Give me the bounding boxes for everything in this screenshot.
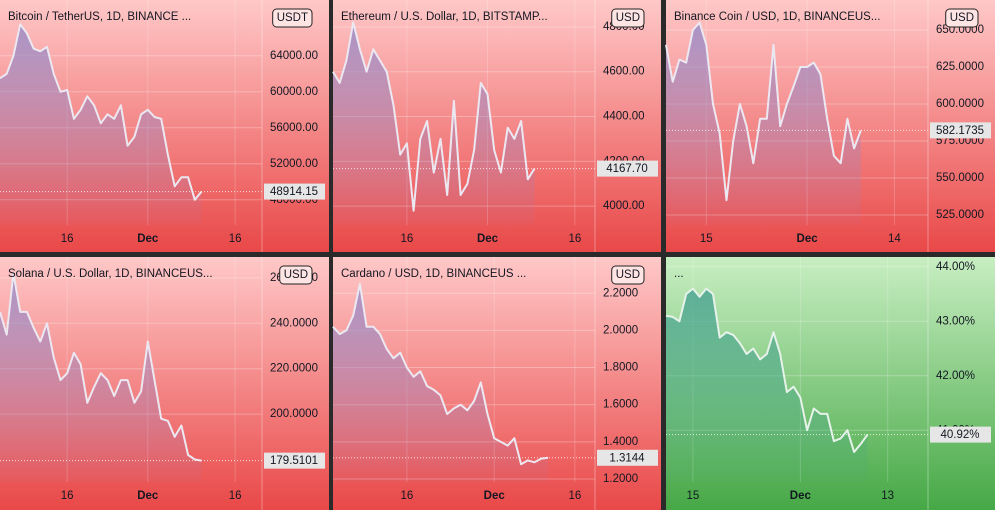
x-tick-label: Dec bbox=[790, 490, 812, 502]
area bbox=[0, 273, 202, 482]
x-tick-label: 16 bbox=[61, 490, 74, 502]
y-tick-label: 1.4000 bbox=[603, 436, 638, 448]
y-tick-label: 525.0000 bbox=[936, 209, 984, 221]
y-tick-label: 4400.00 bbox=[603, 111, 645, 123]
currency-badge-frame[interactable] bbox=[611, 265, 645, 285]
last-value-box bbox=[264, 183, 325, 200]
y-tick-label: 52000.00 bbox=[270, 158, 318, 170]
chart-panel: 525.0000550.0000575.0000600.0000625.0000… bbox=[665, 0, 995, 252]
y-tick-label: 240.0000 bbox=[270, 317, 318, 329]
x-tick-label: Dec bbox=[477, 233, 499, 245]
last-value-box bbox=[930, 122, 991, 139]
price-line bbox=[332, 282, 549, 466]
y-tick-label: 4600.00 bbox=[603, 66, 645, 78]
area bbox=[666, 22, 861, 225]
y-tick-label: 550.0000 bbox=[936, 172, 984, 184]
last-value-box bbox=[930, 426, 991, 443]
x-tick-label: 16 bbox=[568, 490, 581, 502]
y-tick-label: 600.0000 bbox=[936, 98, 984, 110]
x-tick-label: 15 bbox=[700, 233, 713, 245]
price-line bbox=[0, 272, 202, 462]
currency-badge-frame[interactable] bbox=[945, 8, 979, 28]
chart-panel: 48000.0052000.0056000.0060000.0064000.00… bbox=[0, 0, 329, 252]
x-tick-label: Dec bbox=[137, 490, 159, 502]
x-tick-label: 14 bbox=[888, 233, 901, 245]
y-tick-label: 1.8000 bbox=[603, 362, 638, 374]
y-tick-label: 1.6000 bbox=[603, 399, 638, 411]
currency-badge[interactable]: USD bbox=[616, 269, 640, 281]
last-value-label: 1.3144 bbox=[609, 452, 645, 464]
chart-title: Solana / U.S. Dollar, 1D, BINANCEUS... bbox=[8, 268, 213, 280]
y-tick-label: 56000.00 bbox=[270, 122, 318, 134]
area bbox=[666, 288, 868, 482]
x-tick-label: 16 bbox=[229, 233, 242, 245]
currency-badge-frame[interactable] bbox=[611, 8, 645, 28]
currency-badge[interactable]: USDT bbox=[277, 12, 308, 24]
last-value-label: 40.92% bbox=[940, 429, 979, 441]
chart-title: Cardano / USD, 1D, BINANCEUS ... bbox=[341, 268, 526, 280]
y-tick-label: 1.2000 bbox=[603, 473, 638, 485]
x-tick-label: 16 bbox=[568, 233, 581, 245]
currency-badge[interactable]: USD bbox=[950, 12, 974, 24]
x-tick-label: 16 bbox=[400, 233, 413, 245]
area bbox=[0, 24, 202, 225]
y-tick-label: 43.00% bbox=[936, 315, 975, 327]
x-tick-label: 15 bbox=[686, 490, 699, 502]
y-tick-label: 2.0000 bbox=[603, 324, 638, 336]
y-tick-label: 625.0000 bbox=[936, 61, 984, 73]
x-tick-label: 16 bbox=[229, 490, 242, 502]
y-tick-label: 44.00% bbox=[936, 261, 975, 273]
price-line bbox=[665, 287, 869, 453]
y-tick-label: 60000.00 bbox=[270, 86, 318, 98]
y-tick-label: 42.00% bbox=[936, 370, 975, 382]
chart-title: ... bbox=[674, 268, 684, 280]
chart-title: Binance Coin / USD, 1D, BINANCEUS... bbox=[674, 11, 880, 23]
y-tick-label: 2.2000 bbox=[603, 287, 638, 299]
x-tick-label: 16 bbox=[400, 490, 413, 502]
chart-panel: 200.0000220.0000240.0000260.000016Dec161… bbox=[0, 257, 329, 510]
currency-badge[interactable]: USD bbox=[284, 269, 308, 281]
x-tick-label: Dec bbox=[484, 490, 506, 502]
x-tick-label: Dec bbox=[137, 233, 159, 245]
price-line bbox=[0, 23, 203, 201]
price-line bbox=[332, 21, 536, 212]
y-tick-label: 4000.00 bbox=[603, 200, 645, 212]
currency-badge[interactable]: USD bbox=[616, 12, 640, 24]
last-value-label: 179.5101 bbox=[270, 455, 318, 467]
x-tick-label: 13 bbox=[881, 490, 894, 502]
x-tick-label: 16 bbox=[61, 233, 74, 245]
area bbox=[333, 283, 548, 482]
last-value-box bbox=[264, 452, 325, 469]
currency-badge-frame[interactable] bbox=[272, 8, 313, 28]
last-value-label: 48914.15 bbox=[270, 186, 318, 198]
last-value-label: 4167.70 bbox=[606, 163, 648, 175]
last-value-label: 582.1735 bbox=[936, 125, 984, 137]
y-tick-label: 64000.00 bbox=[270, 50, 318, 62]
chart-panel: 41.00%42.00%43.00%44.00%15Dec1340.92%... bbox=[665, 257, 995, 510]
price-line bbox=[665, 21, 862, 202]
y-tick-label: 220.0000 bbox=[270, 363, 318, 375]
last-value-box bbox=[597, 160, 658, 177]
chart-title: Bitcoin / TetherUS, 1D, BINANCE ... bbox=[8, 11, 191, 23]
chart-title: Ethereum / U.S. Dollar, 1D, BITSTAMP... bbox=[341, 11, 548, 23]
y-tick-label: 200.0000 bbox=[270, 408, 318, 420]
chart-panel: 1.2000 1.4000 1.6000 1.8000 2.0000 2.2000 16 De… bbox=[332, 257, 661, 510]
chart-panel: 4000.004200.004400.004600.004800.0016Dec… bbox=[332, 0, 661, 252]
last-value-box bbox=[597, 449, 658, 466]
x-tick-label: Dec bbox=[797, 233, 819, 245]
currency-badge-frame[interactable] bbox=[279, 265, 313, 285]
area bbox=[333, 22, 535, 226]
